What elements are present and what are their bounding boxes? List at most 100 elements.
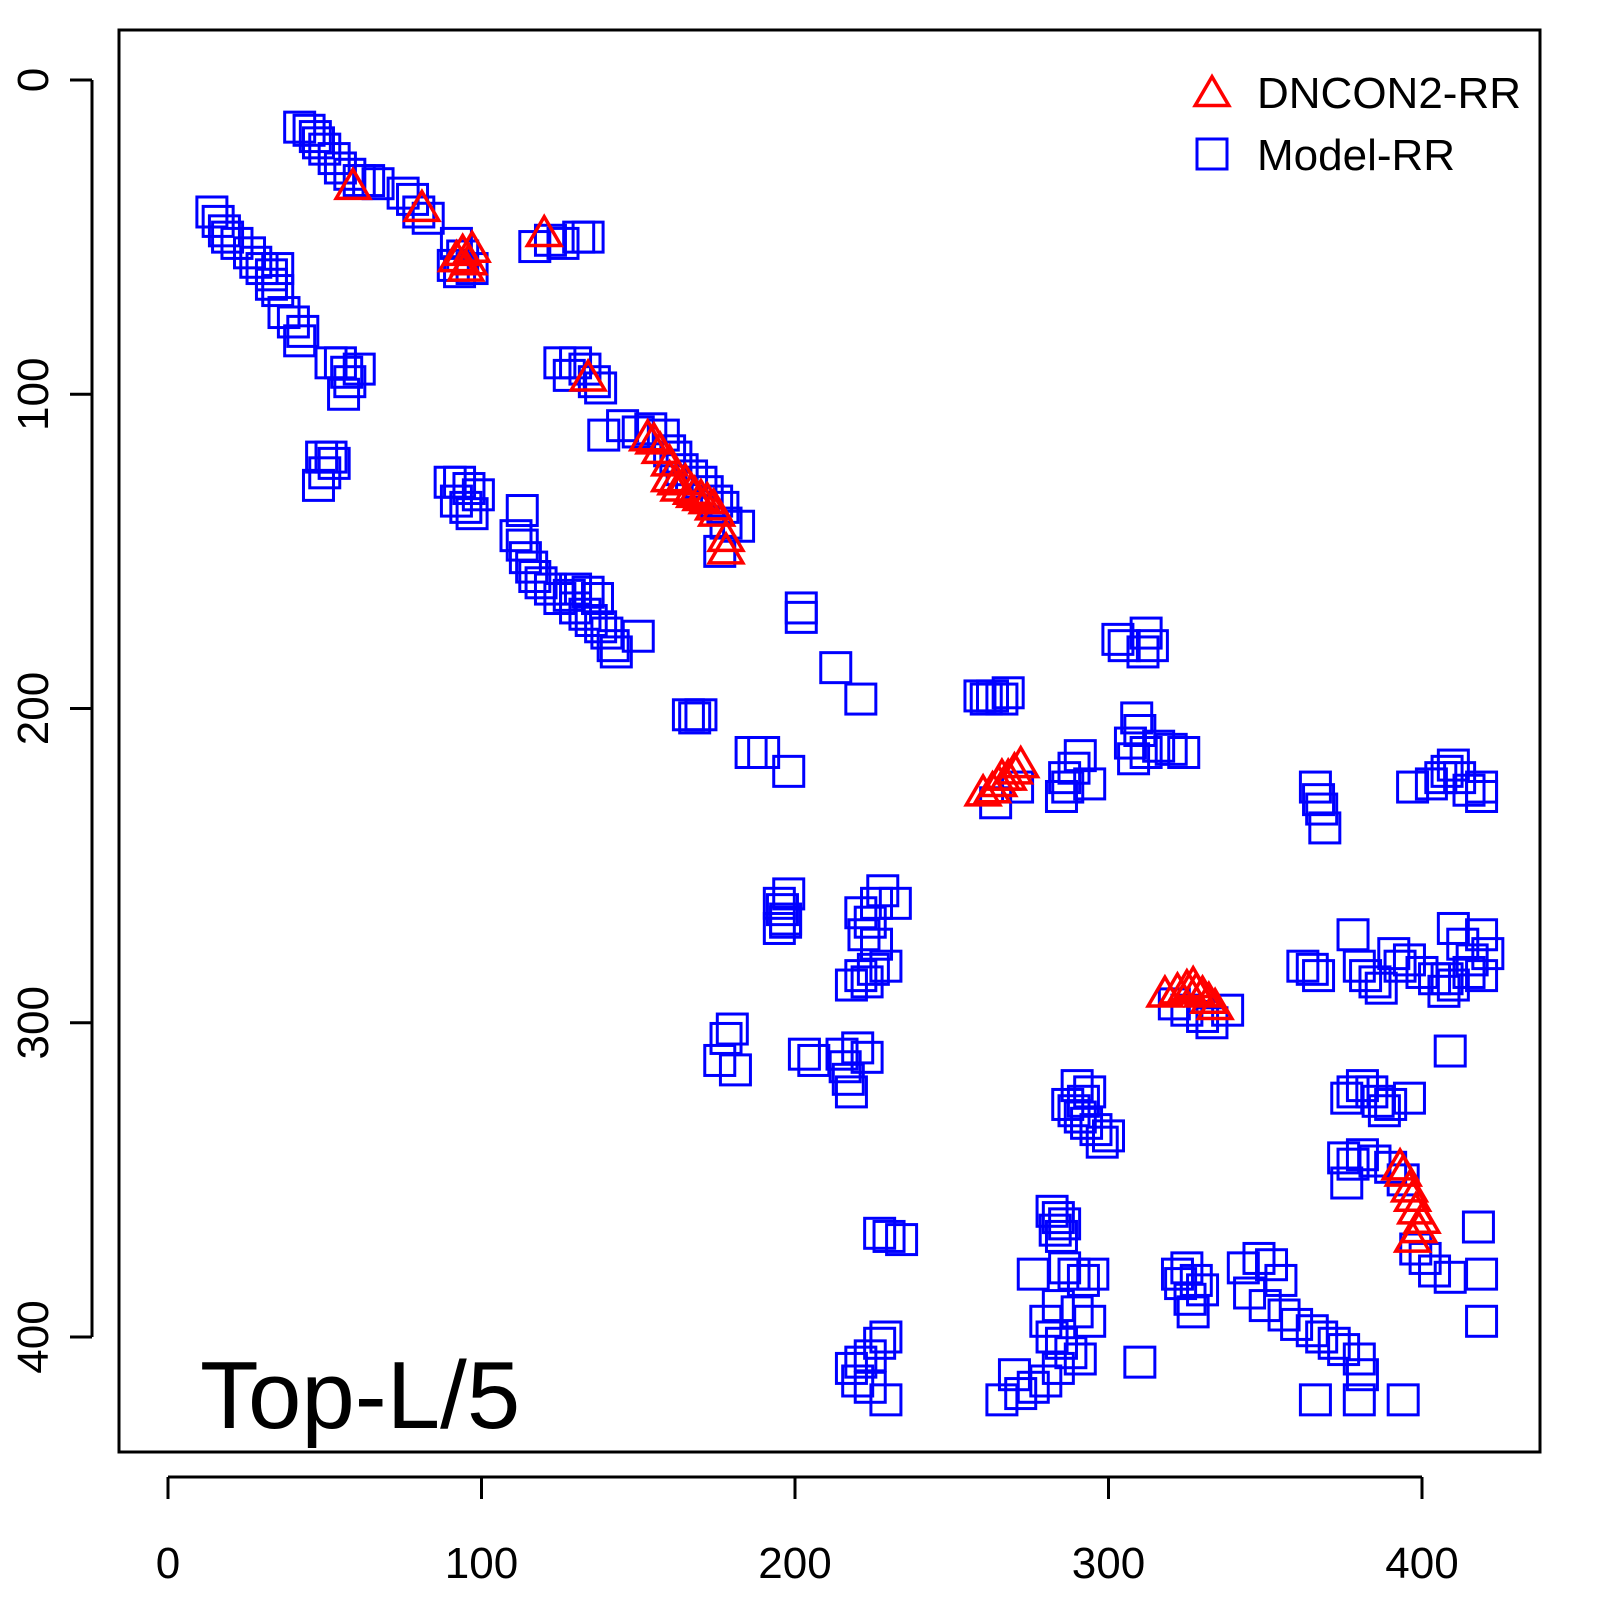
model-rr-point: [333, 365, 367, 399]
dncon2-rr-point: [1188, 979, 1229, 1015]
model-rr-point: [1035, 1194, 1069, 1228]
model-rr-point: [1048, 1251, 1082, 1285]
model-rr-point: [587, 418, 621, 452]
model-rr-point: [878, 886, 912, 920]
model-rr-point: [850, 1040, 884, 1074]
model-rr-point: [1374, 1087, 1408, 1121]
model-rr-point: [1073, 767, 1107, 801]
model-rr-point: [834, 1351, 868, 1385]
model-rr-point: [1345, 1358, 1379, 1392]
model-rr-point: [819, 651, 853, 685]
model-rr-point: [1364, 971, 1398, 1005]
model-rr-point: [1242, 1241, 1276, 1275]
model-rr-point: [1433, 1034, 1467, 1068]
model-rr-point: [327, 377, 361, 411]
model-rr-point: [1063, 739, 1097, 773]
model-rr-point: [220, 226, 254, 260]
model-rr-point: [700, 484, 734, 518]
model-rr-point: [1085, 1125, 1119, 1159]
plot-frame: [117, 28, 1542, 1454]
model-rr-point: [1154, 732, 1188, 766]
model-rr-point: [1044, 779, 1078, 813]
dncon2-rr-point: [568, 357, 608, 392]
legend-label: DNCON2-RR: [1257, 69, 1521, 118]
model-rr-point: [286, 314, 320, 348]
x-tick-label: 300: [1072, 1539, 1145, 1588]
dncon2-rr-point: [1195, 986, 1235, 1021]
model-rr-point: [1073, 1304, 1107, 1338]
model-rr-point: [709, 506, 743, 540]
model-rr-point: [847, 918, 881, 952]
model-rr-point: [308, 456, 342, 490]
model-rr-point: [769, 905, 803, 939]
model-rr-point: [449, 490, 483, 524]
model-rr-point: [678, 701, 712, 735]
model-rr-point: [1465, 1257, 1499, 1291]
model-rr-point: [1076, 1257, 1110, 1291]
model-rr-point: [596, 629, 630, 663]
model-rr-point: [1465, 779, 1499, 813]
model-rr-point: [1342, 1383, 1376, 1417]
model-rr-point: [1038, 1213, 1072, 1247]
dncon2-rr-point: [994, 750, 1035, 785]
model-rr-point: [997, 1358, 1031, 1392]
model-rr-point: [1129, 616, 1163, 650]
model-rr-point: [1355, 1075, 1389, 1109]
model-rr-point: [1302, 783, 1336, 817]
model-rr-point: [1048, 1207, 1082, 1241]
model-rr-point: [1452, 773, 1486, 807]
model-rr-point: [828, 1050, 862, 1084]
model-rr-point: [1399, 1232, 1433, 1266]
model-rr-point: [869, 949, 903, 983]
model-rr-point: [1392, 943, 1426, 977]
model-rr-point: [301, 468, 335, 502]
model-rr-point: [571, 220, 605, 254]
y-tick-label: 0: [9, 68, 58, 92]
model-rr-point: [1367, 1094, 1401, 1128]
axes: 0 100 200 300 400 0 100 200 300 400: [9, 28, 1542, 1588]
model-rr-point: [1374, 1150, 1408, 1184]
model-rr-point: [1066, 1084, 1100, 1118]
dncon2-rr-point: [706, 530, 746, 565]
model-rr-point: [1298, 770, 1332, 804]
model-rr-point: [1295, 952, 1329, 986]
model-rr-point: [1396, 770, 1430, 804]
model-rr-point: [1443, 761, 1477, 795]
y-tick-label: 200: [9, 672, 58, 745]
model-rr-point: [1041, 1351, 1075, 1385]
model-rr-point: [505, 494, 539, 528]
model-rr-point: [1336, 1147, 1370, 1181]
model-rr-point: [323, 151, 357, 185]
model-rr-point: [885, 1223, 919, 1257]
x-tick-label: 0: [156, 1539, 180, 1588]
y-tick-label: 100: [9, 358, 58, 431]
model-rr-point: [684, 698, 718, 732]
model-rr-point: [1079, 1113, 1113, 1147]
model-rr-point: [1392, 1081, 1426, 1115]
dncon2-rr-point: [333, 166, 373, 201]
model-rr-point: [461, 478, 495, 512]
model-rr-point: [1129, 735, 1163, 769]
model-rr-point: [985, 1383, 1019, 1417]
dncon2-rr-point: [972, 769, 1013, 804]
model-rr-point: [1107, 629, 1141, 663]
legend-dncon2-marker: [1192, 73, 1232, 108]
model-rr-point: [1092, 1119, 1125, 1153]
y-tick-label: 400: [9, 1300, 58, 1373]
model-rr-point: [863, 1216, 897, 1250]
dncon2-rr-point: [445, 247, 486, 282]
model-rr-point: [452, 472, 486, 506]
model-rr-point: [863, 1326, 897, 1360]
model-rr-point: [577, 365, 611, 399]
model-rr-point: [1386, 1383, 1420, 1417]
model-rr-point: [1004, 1377, 1038, 1411]
dncon2-rr-point: [1392, 1177, 1433, 1212]
model-rr-point: [1126, 635, 1160, 669]
legend: DNCON2-RR Model-RR: [1192, 69, 1521, 180]
model-rr-point: [869, 1383, 903, 1417]
model-rr-point: [1167, 735, 1201, 769]
model-rr-point: [1461, 1210, 1495, 1244]
model-rr-point: [1135, 629, 1169, 663]
model-rr-point: [747, 735, 781, 769]
model-rr-point: [985, 682, 1019, 716]
